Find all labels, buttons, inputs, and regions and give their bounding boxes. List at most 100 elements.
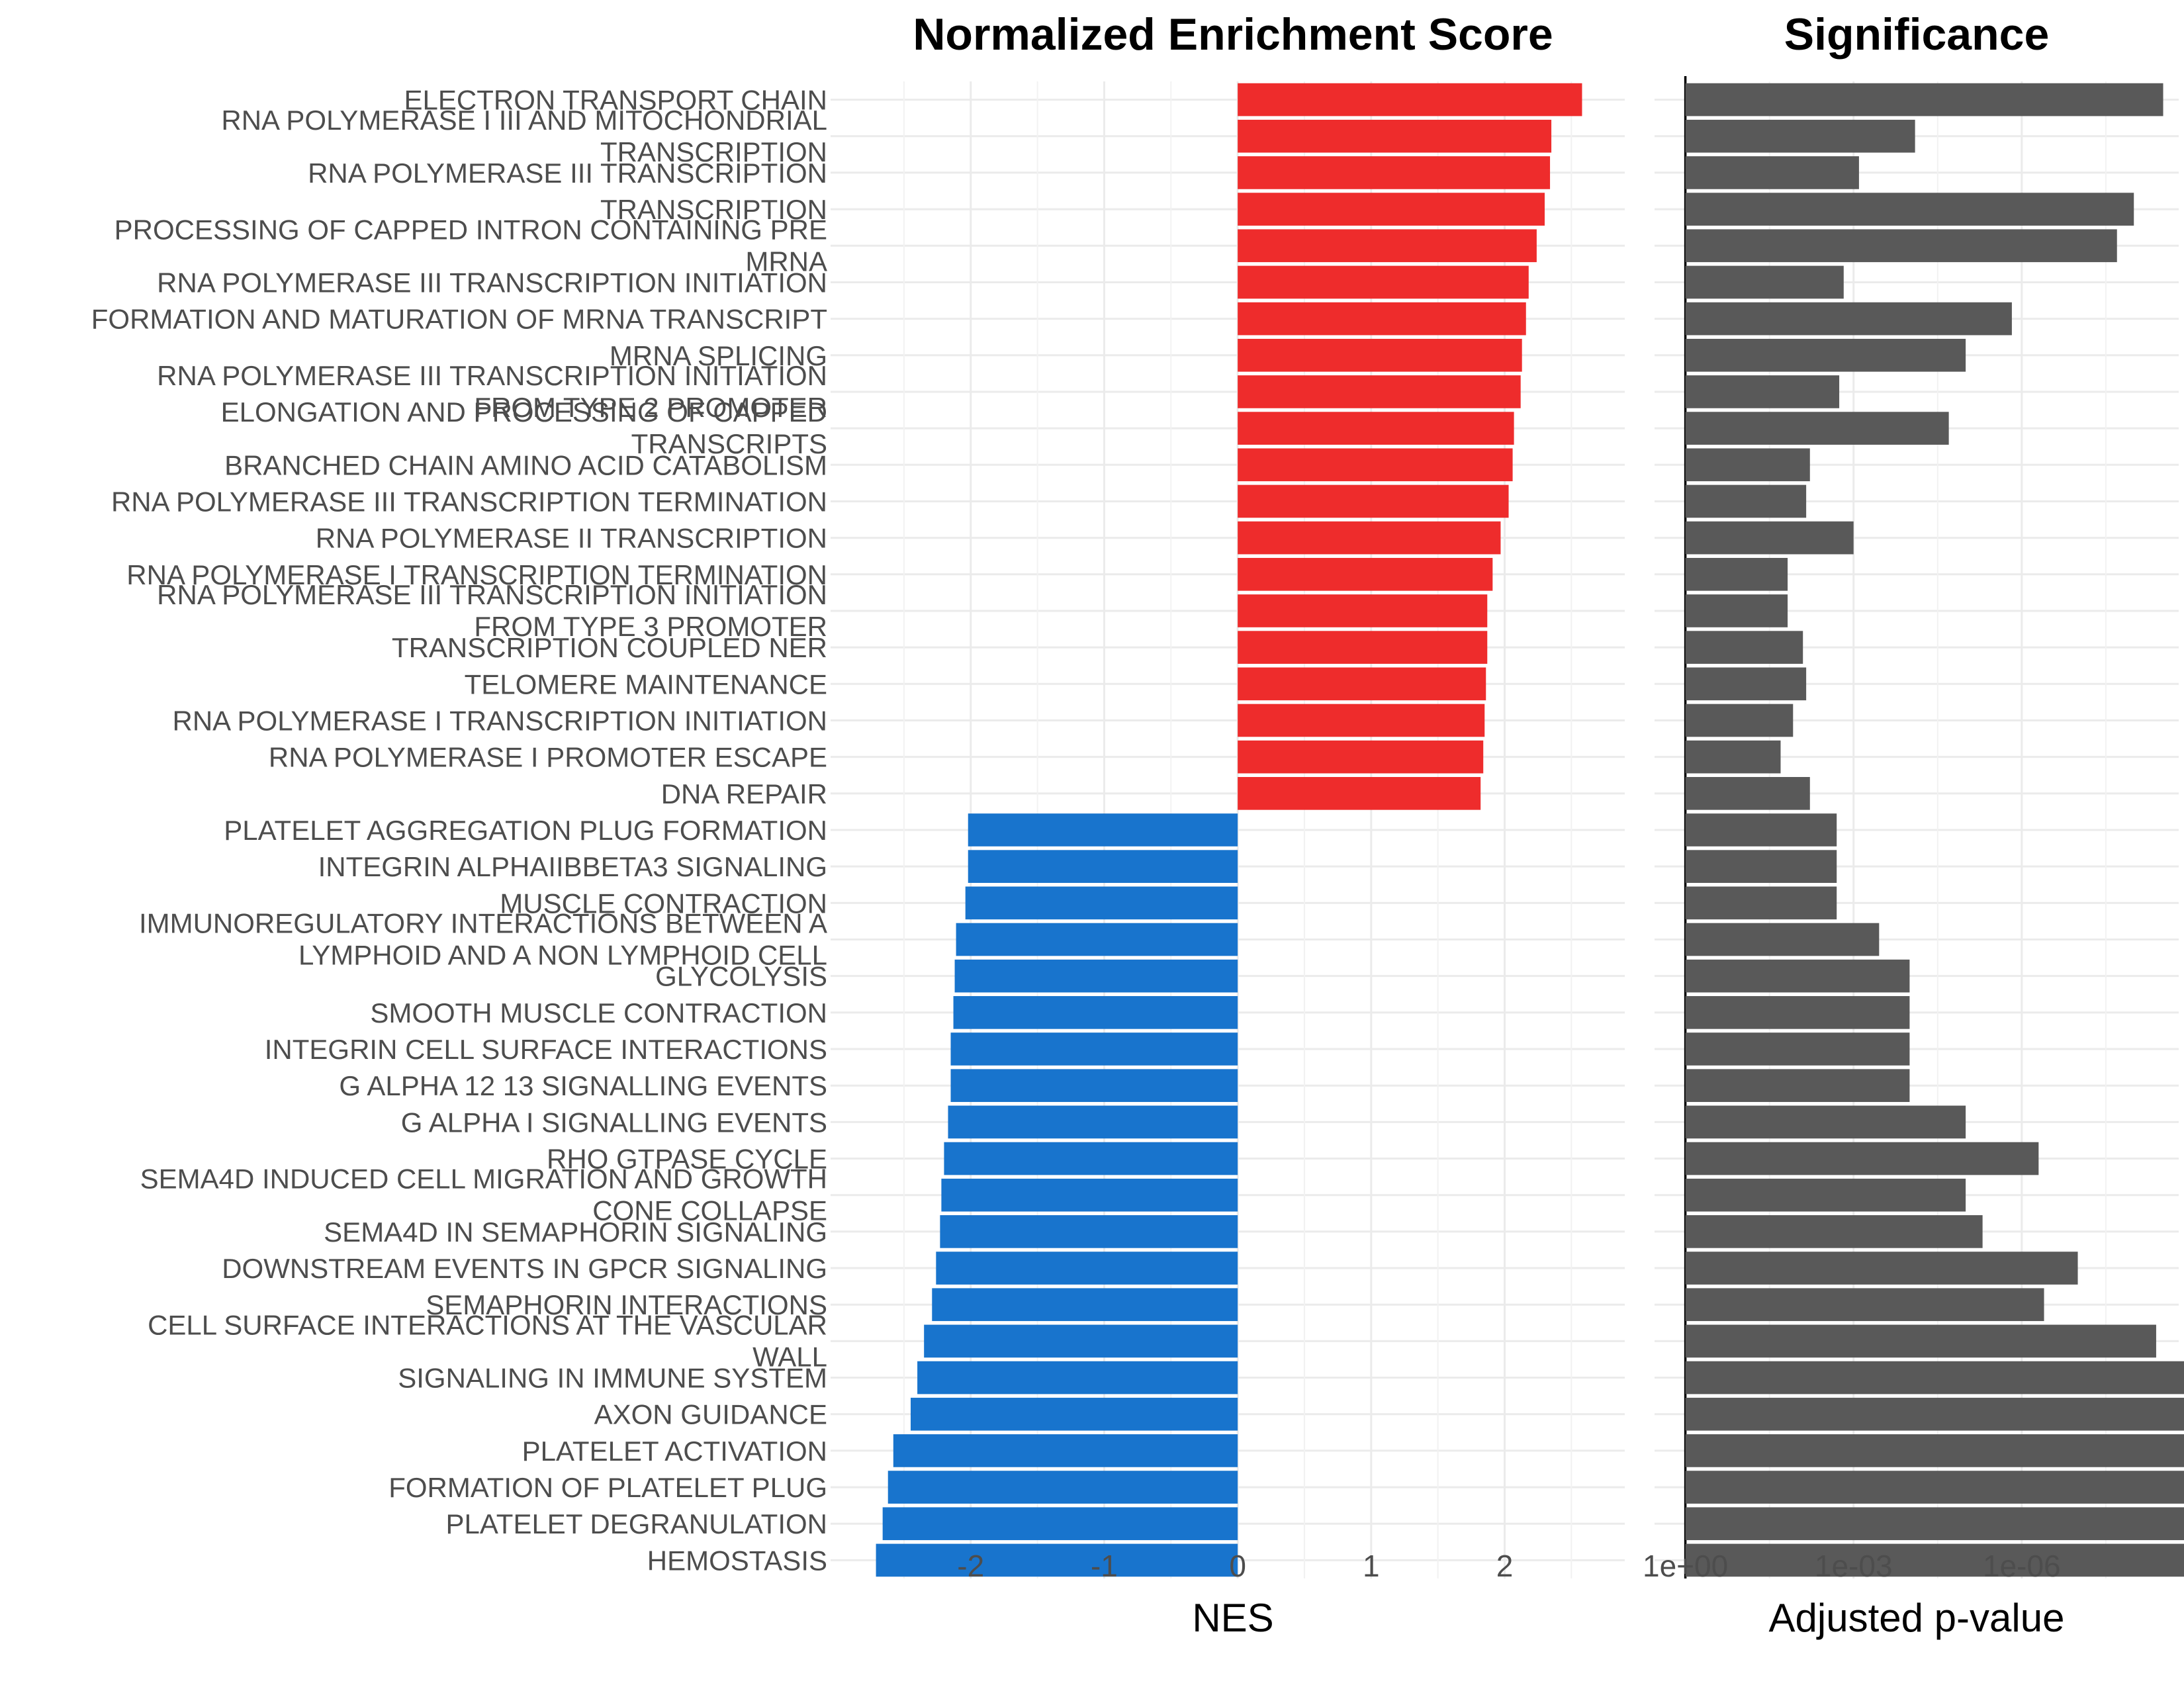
- category-label: PLATELET AGGREGATION PLUG FORMATION: [224, 815, 827, 846]
- nes-bar-negative: [968, 813, 1238, 846]
- nes-x-tick-label: -2: [957, 1549, 984, 1583]
- significance-bar: [1685, 193, 2134, 226]
- significance-bar: [1685, 338, 1966, 372]
- category-label: SMOOTH MUSCLE CONTRACTION: [370, 997, 827, 1028]
- nes-bar-positive: [1238, 631, 1488, 664]
- significance-bar: [1685, 704, 1794, 737]
- nes-bar-negative: [893, 1434, 1238, 1467]
- category-label: G ALPHA 12 13 SIGNALLING EVENTS: [339, 1070, 827, 1101]
- significance-bar: [1685, 1215, 1983, 1248]
- significance-bar: [1685, 594, 1788, 627]
- category-label: HEMOSTASIS: [647, 1545, 827, 1576]
- significance-bar: [1685, 777, 1810, 810]
- category-label: SEMA4D IN SEMAPHORIN SIGNALING: [324, 1216, 827, 1248]
- nes-bar-positive: [1238, 265, 1529, 299]
- significance-bar: [1685, 1543, 2184, 1577]
- nes-bar-negative: [965, 886, 1238, 920]
- category-label: G ALPHA I SIGNALLING EVENTS: [401, 1107, 827, 1138]
- significance-bar: [1685, 521, 1854, 555]
- significance-x-axis-title: Adjusted p-value: [1769, 1596, 2065, 1640]
- category-label-line: WALL: [752, 1341, 827, 1372]
- nes-x-tick-label: 2: [1496, 1549, 1514, 1583]
- nes-panel-title: Normalized Enrichment Score: [913, 9, 1553, 60]
- nes-bar-negative: [882, 1507, 1238, 1541]
- nes-bar-positive: [1238, 412, 1514, 445]
- category-label: RNA POLYMERASE III TRANSCRIPTION: [308, 158, 827, 189]
- category-label-line: TRANSCRIPTS: [631, 428, 827, 459]
- significance-bar: [1685, 1142, 2039, 1175]
- category-label-line: LYMPHOID AND A NON LYMPHOID CELL: [298, 940, 827, 971]
- category-label: SIGNALING IN IMMUNE SYSTEM: [398, 1363, 827, 1394]
- nes-bar-negative: [948, 1105, 1238, 1139]
- significance-bar: [1685, 959, 1910, 993]
- nes-bar-positive: [1238, 448, 1513, 482]
- nes-bar-negative: [887, 1471, 1238, 1504]
- nes-bar-positive: [1238, 83, 1582, 116]
- category-label-line: RNA POLYMERASE III TRANSCRIPTION INITIAT…: [157, 360, 827, 391]
- category-label: TRANSCRIPTION: [600, 194, 827, 225]
- category-label-line: CELL SURFACE INTERACTIONS AT THE VASCULA…: [148, 1309, 827, 1340]
- significance-bar: [1685, 631, 1803, 664]
- category-label: RNA POLYMERASE I III AND MITOCHONDRIAL TR…: [221, 105, 827, 167]
- category-label: RNA POLYMERASE III TRANSCRIPTION INITIAT…: [157, 267, 827, 298]
- category-label: RHO GTPASE CYCLE: [547, 1144, 827, 1175]
- significance-bar: [1685, 1178, 1966, 1212]
- category-label: RNA POLYMERASE I PROMOTER ESCAPE: [269, 742, 827, 773]
- bar-layer: [876, 83, 2184, 1577]
- nes-bar-negative: [956, 923, 1238, 956]
- nes-bar-negative: [968, 850, 1238, 883]
- significance-bar: [1685, 265, 1844, 299]
- nes-bar-negative: [940, 1215, 1238, 1248]
- significance-bar: [1685, 83, 2163, 116]
- significance-bar: [1685, 1434, 2184, 1467]
- nes-bar-positive: [1238, 229, 1537, 263]
- nes-bar-negative: [876, 1543, 1238, 1577]
- significance-bar: [1685, 557, 1788, 591]
- category-label: PROCESSING OF CAPPED INTRON CONTAINING P…: [114, 214, 827, 277]
- significance-bar: [1685, 1032, 1910, 1066]
- category-label: MUSCLE CONTRACTION: [500, 888, 827, 919]
- category-label-line: SEMA4D INDUCED CELL MIGRATION AND GROWTH: [140, 1164, 827, 1195]
- category-label-line: PROCESSING OF CAPPED INTRON CONTAINING P…: [114, 214, 827, 245]
- significance-bar: [1685, 740, 1781, 774]
- significance-panel-title: Significance: [1784, 9, 2050, 60]
- category-label: GLYCOLYSIS: [655, 961, 827, 992]
- significance-bar: [1685, 1324, 2156, 1358]
- nes-bar-positive: [1238, 521, 1501, 555]
- nes-bar-negative: [950, 1069, 1238, 1103]
- nes-bar-negative: [953, 996, 1238, 1029]
- significance-bar: [1685, 1471, 2184, 1504]
- nes-bar-negative: [941, 1178, 1238, 1212]
- significance-bar: [1685, 850, 1837, 883]
- significance-bar: [1685, 448, 1810, 482]
- nes-x-tick-label: 1: [1363, 1549, 1380, 1583]
- significance-bar: [1685, 156, 1859, 189]
- nes-bar-positive: [1238, 193, 1545, 226]
- nes-bar-positive: [1238, 156, 1551, 189]
- significance-bar: [1685, 1069, 1910, 1103]
- significance-bar: [1685, 229, 2117, 263]
- category-label: FORMATION AND MATURATION OF MRNA TRANSCR…: [91, 304, 827, 335]
- significance-bar: [1685, 375, 1840, 408]
- nes-bar-positive: [1238, 338, 1522, 372]
- nes-bar-positive: [1238, 777, 1481, 810]
- nes-bar-negative: [936, 1252, 1238, 1285]
- category-label: RNA POLYMERASE III TRANSCRIPTION INITIAT…: [157, 579, 827, 642]
- category-label-line: IMMUNOREGULATORY INTERACTIONS BETWEEN A: [139, 908, 827, 939]
- category-label-line: FROM TYPE 3 PROMOTER: [474, 611, 827, 642]
- category-label-line: MRNA: [745, 246, 827, 277]
- nes-x-tick-label: 0: [1229, 1549, 1246, 1583]
- nes-bar-negative: [954, 959, 1238, 993]
- nes-bar-negative: [911, 1397, 1238, 1431]
- nes-bar-positive: [1238, 740, 1484, 774]
- category-label-line: ELONGATION AND PROCESSING OF CAPPED: [221, 396, 827, 428]
- significance-bar: [1685, 412, 1949, 445]
- significance-bar: [1685, 886, 1837, 920]
- category-label: DOWNSTREAM EVENTS IN GPCR SIGNALING: [222, 1253, 827, 1284]
- category-label: INTEGRIN CELL SURFACE INTERACTIONS: [265, 1034, 827, 1065]
- significance-x-tick-label: 1e-06: [1983, 1549, 2061, 1583]
- nes-bar-positive: [1238, 375, 1521, 408]
